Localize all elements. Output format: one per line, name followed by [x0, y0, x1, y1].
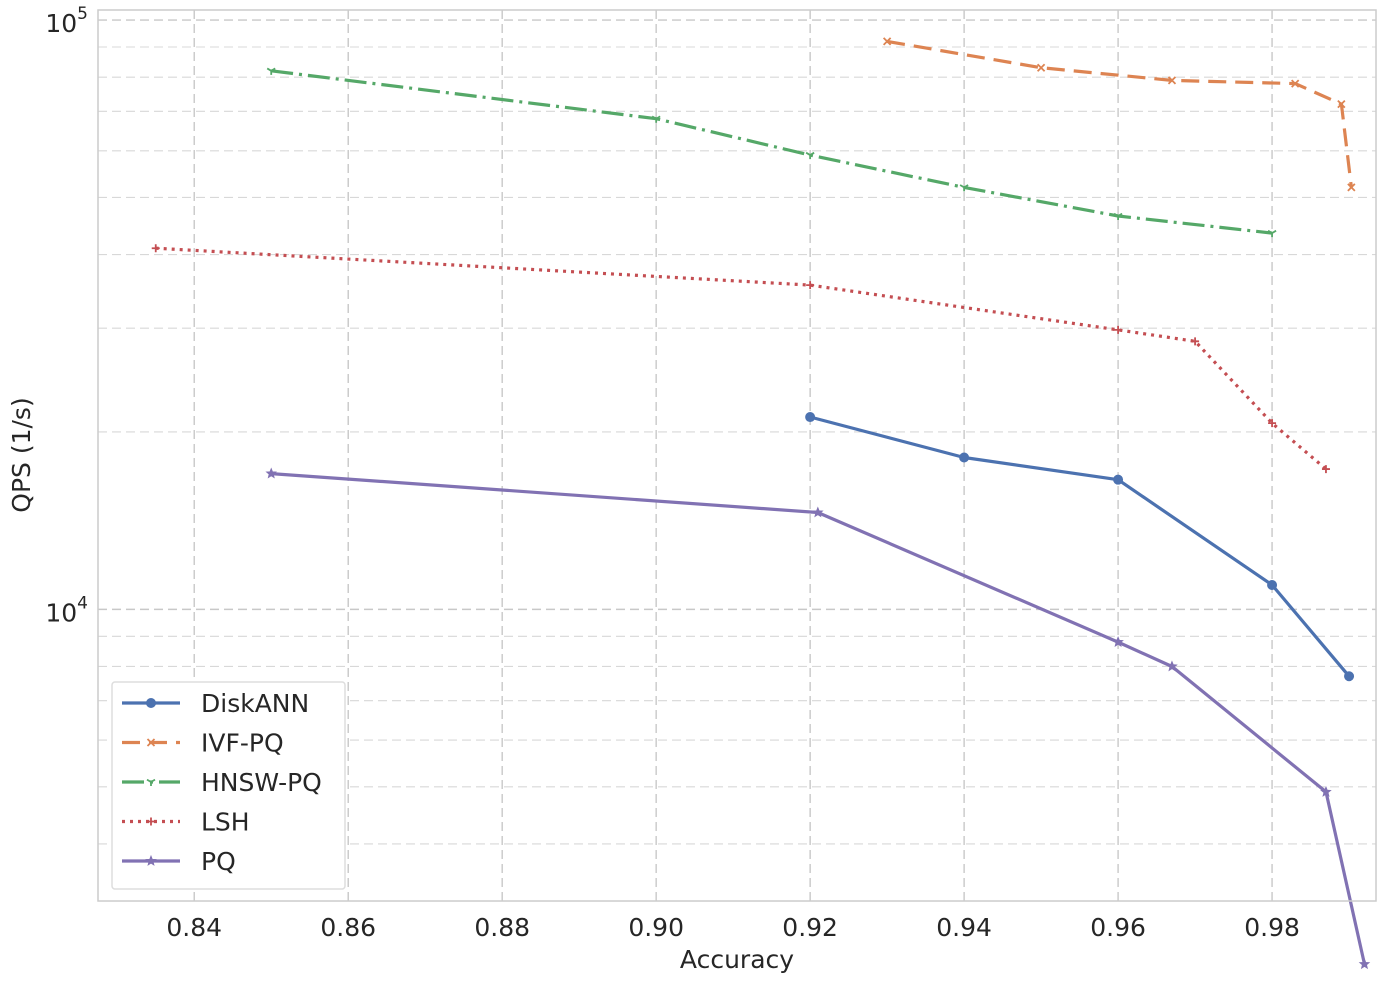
data-point-diskann	[1267, 579, 1278, 590]
legend-marker-hnsw-pq	[146, 778, 156, 786]
legend-item-pq: PQ	[122, 847, 236, 876]
x-axis-label: Accuracy	[680, 945, 794, 974]
data-point-ivf-pq	[1337, 99, 1346, 109]
series-line-ivf-pq	[886, 39, 1353, 188]
series-line-lsh	[155, 246, 1328, 471]
data-point-pq	[265, 467, 277, 479]
x-tick-label: 0.90	[628, 913, 684, 942]
x-tick-label: 0.88	[474, 913, 530, 942]
data-point-diskann	[1344, 671, 1355, 682]
legend-item-ivf-pq: IVF-PQ	[122, 729, 284, 758]
series-layer	[151, 37, 1371, 970]
x-tick-label: 0.92	[782, 913, 838, 942]
legend-marker-diskann	[146, 698, 156, 708]
plot-frame	[97, 9, 1377, 902]
legend-item-hnsw-pq: HNSW-PQ	[122, 768, 322, 797]
data-point-pq	[1320, 785, 1332, 797]
data-point-hnsw-pq	[959, 184, 969, 192]
tick-labels: 0.84 0.86 0.88 0.90 0.92 0.94 0.96 0.98 104 105	[45, 4, 1300, 942]
legend-label-ivf-pq: IVF-PQ	[201, 729, 284, 758]
legend-frame	[111, 681, 346, 890]
legend-label-lsh: LSH	[201, 808, 250, 837]
data-point-diskann	[959, 452, 970, 463]
legend: DiskANN IVF-PQ HNSW-PQ LSH PQ	[111, 681, 346, 890]
series-ivf-pq	[882, 37, 1356, 192]
x-tick-label: 0.96	[1090, 913, 1146, 942]
data-point-hnsw-pq	[1113, 212, 1123, 221]
series-diskann	[805, 412, 1355, 682]
data-point-pq	[1166, 660, 1178, 672]
series-line-pq	[271, 472, 1367, 965]
data-point-ivf-pq	[1167, 76, 1177, 85]
series-pq	[265, 467, 1371, 970]
gridlines	[98, 10, 1376, 901]
x-tick-label: 0.94	[936, 913, 992, 942]
data-point-lsh	[806, 281, 815, 290]
y-tick-label: 105	[45, 4, 88, 38]
data-point-ivf-pq	[1347, 183, 1356, 192]
data-point-hnsw-pq	[651, 115, 661, 123]
data-point-pq	[812, 506, 824, 518]
legend-marker-pq	[145, 854, 157, 866]
legend-marker-lsh	[147, 817, 155, 826]
data-point-diskann	[1113, 474, 1124, 485]
data-point-ivf-pq	[1036, 63, 1046, 72]
data-point-pq	[1358, 958, 1371, 970]
x-tick-label: 0.98	[1244, 913, 1300, 942]
data-point-hnsw-pq	[266, 67, 276, 75]
data-point-lsh	[1191, 337, 1200, 346]
data-point-ivf-pq	[882, 37, 892, 46]
legend-label-diskann: DiskANN	[201, 689, 309, 718]
x-tick-label: 0.86	[320, 913, 376, 942]
legend-label-pq: PQ	[201, 847, 236, 876]
y-axis-label: QPS (1/s)	[7, 397, 36, 512]
legend-item-diskann: DiskANN	[122, 689, 309, 718]
data-point-lsh	[151, 244, 160, 253]
series-lsh	[151, 244, 1330, 474]
data-point-lsh	[1321, 465, 1330, 474]
data-point-ivf-pq	[1291, 79, 1300, 88]
data-point-pq	[1112, 636, 1124, 647]
y-tick-label: 104	[45, 593, 88, 627]
x-tick-label: 0.84	[166, 913, 222, 942]
legend-marker-ivf-pq	[146, 738, 156, 747]
data-point-hnsw-pq	[805, 151, 815, 160]
data-point-lsh	[1268, 419, 1277, 428]
legend-label-hnsw-pq: HNSW-PQ	[201, 768, 322, 797]
data-point-diskann	[805, 412, 816, 423]
series-hnsw-pq	[266, 67, 1277, 238]
legend-item-lsh: LSH	[122, 808, 250, 837]
data-point-lsh	[1114, 325, 1123, 334]
data-point-hnsw-pq	[1267, 229, 1277, 238]
